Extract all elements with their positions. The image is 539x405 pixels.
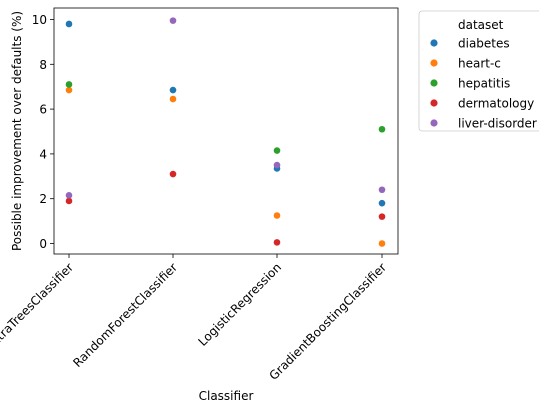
- data-point: [65, 192, 73, 199]
- legend-marker: [430, 39, 438, 47]
- data-points: [65, 17, 386, 247]
- legend-entry-label: hepatitis: [458, 77, 510, 91]
- data-point: [169, 95, 177, 103]
- legend-marker: [430, 99, 438, 107]
- y-tick-label: 0: [39, 237, 47, 251]
- legend-marker: [430, 79, 438, 87]
- x-axis-label: Classifier: [199, 389, 254, 403]
- legend-entry-label: liver-disorder: [458, 117, 537, 131]
- data-point: [273, 147, 281, 154]
- data-point: [169, 17, 177, 24]
- legend: dataset diabetes heart-c hepatitis dermatol…: [418, 10, 539, 132]
- y-tick-label: 2: [39, 192, 47, 206]
- y-tick-label: 6: [39, 103, 47, 117]
- data-point: [65, 86, 73, 94]
- x-tick-label: ExtraTreesClassifier: [0, 260, 76, 353]
- x-axis: ExtraTreesClassifierRandomForestClassifi…: [0, 254, 389, 383]
- y-tick-label: 10: [32, 13, 47, 27]
- data-point: [378, 199, 386, 207]
- data-point: [65, 20, 73, 28]
- legend-entry-label: dermatology: [458, 97, 534, 111]
- legend-entry-label: diabetes: [458, 37, 510, 51]
- legend-entry-label: heart-c: [458, 57, 501, 71]
- y-tick-label: 8: [39, 58, 47, 72]
- data-point: [378, 240, 386, 247]
- x-tick-label: GradientBoostingClassifier: [266, 260, 389, 383]
- legend-title: dataset: [458, 18, 504, 32]
- y-axis: 0 2 4 6 8 10: [32, 13, 54, 251]
- x-tick-label: LogisticRegression: [196, 260, 285, 349]
- plot-frame: [53, 7, 399, 255]
- data-point: [378, 186, 386, 194]
- legend-marker: [430, 59, 438, 67]
- y-tick-label: 4: [39, 147, 47, 161]
- data-point: [169, 170, 177, 178]
- data-point: [169, 86, 177, 94]
- legend-box: [418, 10, 539, 132]
- data-point: [378, 213, 386, 220]
- data-point: [273, 212, 281, 219]
- data-point: [65, 81, 73, 88]
- data-point: [273, 239, 281, 246]
- y-axis-label: Possible improvement over defaults (%): [10, 11, 24, 251]
- data-point: [378, 125, 386, 133]
- x-tick-label: RandomForestClassifier: [70, 260, 180, 370]
- data-point: [273, 161, 281, 169]
- legend-marker: [430, 119, 438, 127]
- data-point: [65, 197, 73, 205]
